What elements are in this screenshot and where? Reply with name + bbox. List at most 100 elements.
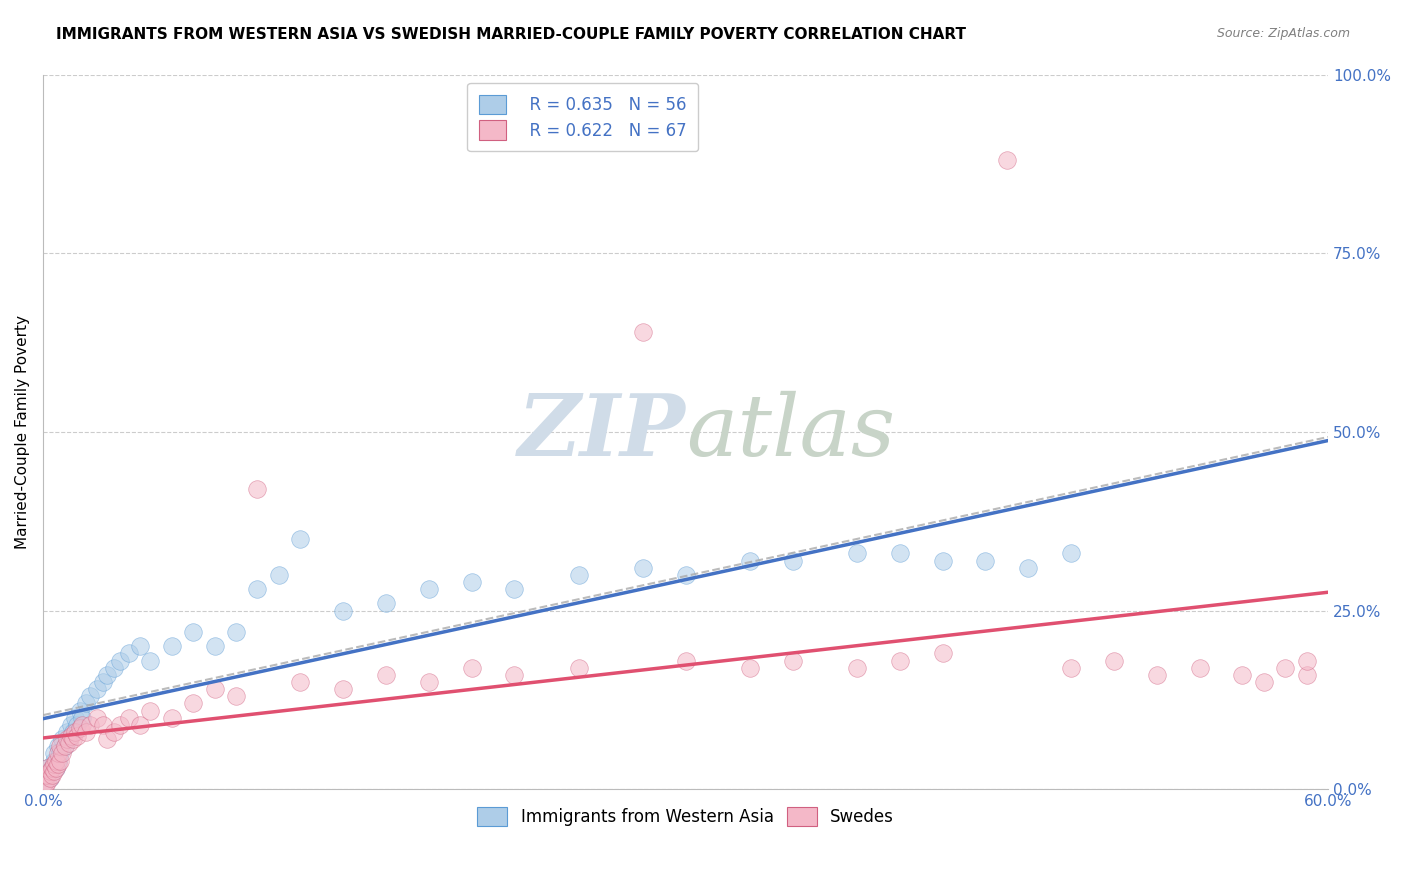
Point [86,711,108,725]
Point [70,711,93,725]
Point [49,754,72,768]
Point [225,625,247,640]
Point [631,325,654,339]
Point [128,640,150,654]
Point [460,574,482,589]
Point [96,668,118,682]
Point [1295,668,1317,682]
Point [181,625,204,640]
Point [568,661,591,675]
Point [889,654,911,668]
Point [204,640,226,654]
Point [41,768,63,782]
Point [246,482,269,496]
Point [42,764,65,779]
Point [374,668,396,682]
Point [49,747,72,761]
Point [60,718,83,732]
Point [568,567,591,582]
Point [46,754,69,768]
Point [65,711,87,725]
Point [846,546,869,560]
Y-axis label: Married-Couple Family Poverty: Married-Couple Family Poverty [15,315,30,549]
Point [160,711,183,725]
Point [45,761,67,775]
Point [91,675,114,690]
Point [128,718,150,732]
Point [1017,560,1039,574]
Point [246,582,269,596]
Point [37,768,59,782]
Point [91,718,114,732]
Point [118,711,141,725]
Point [738,553,761,567]
Point [66,718,89,732]
Point [66,729,89,743]
Point [38,772,60,786]
Point [846,661,869,675]
Point [34,779,56,793]
Point [110,654,132,668]
Point [38,764,60,779]
Point [675,654,697,668]
Point [160,640,183,654]
Point [37,775,59,789]
Point [69,722,91,736]
Point [889,546,911,560]
Point [181,697,204,711]
Point [46,739,69,754]
Point [1274,661,1296,675]
Point [225,690,247,704]
Text: Source: ZipAtlas.com: Source: ZipAtlas.com [1216,27,1350,40]
Point [103,725,125,739]
Point [38,772,60,786]
Point [49,739,72,754]
Point [65,725,87,739]
Point [738,661,761,675]
Text: atlas: atlas [686,391,894,474]
Point [1146,668,1168,682]
Point [53,739,76,754]
Point [931,647,953,661]
Point [139,704,162,718]
Point [41,761,63,775]
Point [37,761,59,775]
Point [118,647,141,661]
Point [931,553,953,567]
Point [79,690,101,704]
Point [290,675,312,690]
Point [62,732,84,747]
Point [503,668,526,682]
Point [1188,661,1211,675]
Point [79,718,101,732]
Point [631,560,654,574]
Point [37,768,59,782]
Point [46,747,69,761]
Point [58,736,80,750]
Point [995,153,1018,168]
Point [70,718,93,732]
Point [782,553,804,567]
Point [1253,675,1275,690]
Point [418,675,440,690]
Point [45,761,67,775]
Point [103,661,125,675]
Legend: Immigrants from Western Asia, Swedes: Immigrants from Western Asia, Swedes [468,798,903,835]
Point [69,704,91,718]
Point [34,768,56,782]
Point [75,725,97,739]
Point [60,729,83,743]
Point [782,654,804,668]
Point [42,757,65,772]
Point [332,682,354,697]
Point [34,768,56,782]
Point [53,739,76,754]
Point [1102,654,1125,668]
Point [503,582,526,596]
Point [51,732,73,747]
Point [418,582,440,596]
Point [38,764,60,779]
Point [86,682,108,697]
Point [204,682,226,697]
Point [62,725,84,739]
